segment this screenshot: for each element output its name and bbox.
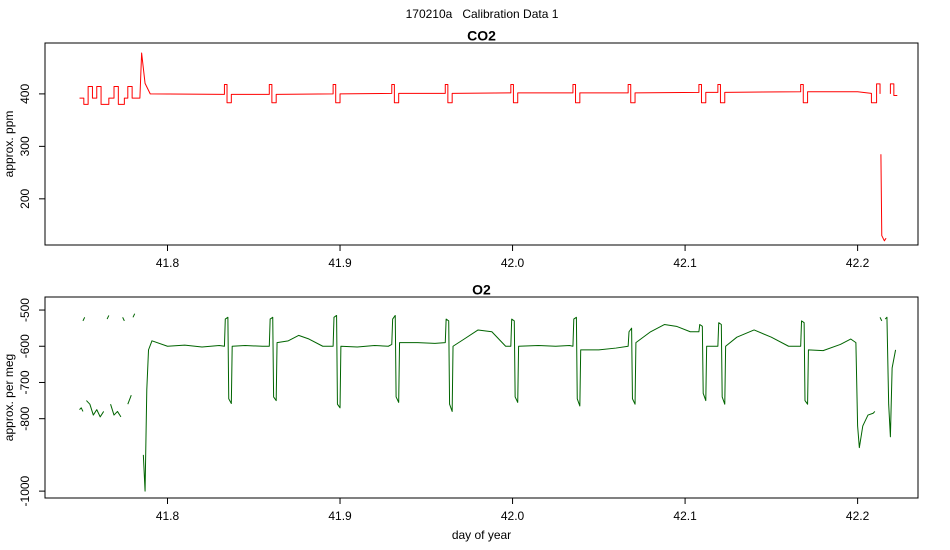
- panel-title: O2: [472, 282, 491, 298]
- x-tick-label: 42.1: [673, 256, 697, 270]
- y-tick-label: -500: [18, 298, 32, 322]
- x-tick-label: 41.8: [156, 256, 180, 270]
- y-tick-label: -600: [18, 334, 32, 358]
- y-tick-label: 200: [18, 188, 32, 208]
- page-title: 170210a Calibration Data 1: [406, 7, 559, 21]
- y-tick-label: 300: [18, 136, 32, 156]
- y-tick-label: 400: [18, 84, 32, 104]
- panel-title: CO2: [467, 28, 496, 44]
- x-tick-label: 42.1: [673, 509, 697, 523]
- data-line: [79, 313, 897, 492]
- y-tick-label: -1000: [18, 475, 32, 506]
- x-tick-label: 42.2: [846, 509, 870, 523]
- plot-frame: [44, 296, 919, 499]
- y-axis-label: approx. ppm: [2, 111, 16, 178]
- x-tick-label: 41.9: [328, 509, 352, 523]
- y-tick-label: -800: [18, 406, 32, 430]
- plot-frame: [44, 42, 919, 246]
- y-tick-label: -700: [18, 370, 32, 394]
- x-tick-label: 41.9: [328, 256, 352, 270]
- x-tick-label: 41.8: [156, 509, 180, 523]
- x-tick-label: 42.2: [846, 256, 870, 270]
- y-axis-label: approx. per meg: [2, 354, 16, 441]
- x-tick-label: 42.0: [501, 509, 525, 523]
- data-line: [79, 52, 898, 242]
- x-tick-label: 42.0: [501, 256, 525, 270]
- x-axis-label: day of year: [452, 528, 511, 542]
